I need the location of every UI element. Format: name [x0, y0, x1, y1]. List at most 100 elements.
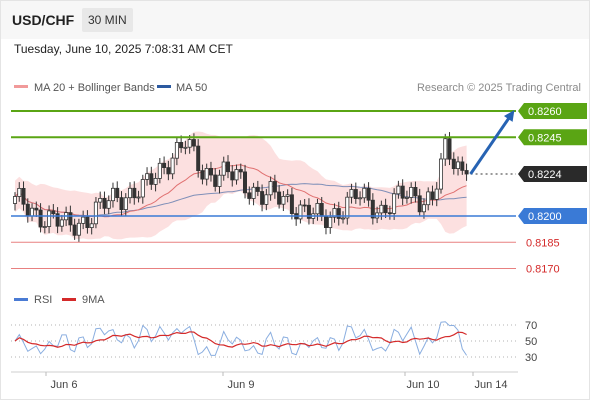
price-levels: 0.8260 0.8245 0.8224 0.8200 0.8185 0.8170 [11, 103, 587, 276]
candle-body [59, 219, 64, 227]
chart-header: USD/CHF 30 MIN [1, 1, 589, 39]
candle-body [12, 196, 17, 204]
candle-body [111, 187, 116, 202]
ma50-legend-swatch [157, 85, 171, 88]
level-label-0.8260: 0.8260 [528, 106, 562, 118]
candle-body [281, 195, 286, 205]
candle-body [421, 204, 426, 213]
candle-body [247, 192, 252, 199]
ma20-legend-swatch [14, 85, 28, 88]
candle-body [336, 208, 341, 219]
candle-body [128, 187, 133, 199]
candle-body [413, 186, 418, 197]
candle-body [115, 187, 120, 199]
candle-body [38, 209, 43, 228]
candle-body [204, 167, 209, 180]
rsi-legend-label: RSI [34, 294, 52, 306]
level-tag-0.8224 [518, 166, 587, 182]
rsi-plot-area: 70 50 30 [11, 320, 537, 364]
candle-body [55, 213, 60, 227]
ma50-legend-label: MA 50 [176, 82, 207, 94]
candle-body [272, 181, 277, 193]
candle-body [319, 202, 324, 217]
candle-body [251, 186, 256, 199]
level-label-0.8224: 0.8224 [528, 169, 562, 181]
level-tag-0.8245 [518, 129, 587, 146]
ma20-legend-label: MA 20 + Bollinger Bands [34, 82, 155, 94]
candle-body [464, 170, 469, 175]
candle-body [106, 200, 111, 209]
candle-body [123, 197, 128, 211]
candle-body [387, 212, 392, 215]
projection-arrow-head [503, 110, 515, 122]
candle-body [136, 196, 141, 199]
rsi-tick-30: 30 [525, 352, 537, 364]
candle-body [392, 193, 397, 214]
level-label-0.8185: 0.8185 [526, 237, 560, 249]
candle-body [102, 197, 107, 209]
candle-body [332, 208, 337, 218]
candle-body [264, 194, 269, 205]
candle-body [17, 187, 22, 197]
rsi-ma-legend-swatch [62, 298, 76, 301]
candle-body [119, 197, 124, 211]
candle-body [200, 170, 205, 180]
candle-body [451, 158, 456, 169]
rsi-legend-swatch [14, 298, 28, 301]
candle-body [302, 204, 307, 207]
candle-body [145, 173, 150, 180]
level-label-0.8170: 0.8170 [526, 264, 560, 276]
candle-body [21, 187, 26, 205]
candle-body [430, 191, 435, 200]
candle-body [417, 195, 422, 213]
candle-body [255, 186, 260, 192]
candle-body [345, 196, 350, 219]
copyright-label: Research © 2025 Trading Central [417, 82, 581, 94]
candle-body [234, 169, 239, 181]
candle-body [323, 215, 328, 229]
candle-body [230, 171, 235, 181]
candle-body [370, 199, 375, 219]
candle-body [72, 224, 77, 236]
candle-body [443, 138, 448, 160]
candle-body [383, 204, 388, 214]
candle-body [340, 217, 345, 220]
candle-body [166, 167, 171, 175]
timeframe-badge[interactable]: 30 MIN [82, 8, 133, 32]
candle-body [238, 169, 243, 173]
candle-body [455, 161, 460, 169]
candle-body [47, 210, 52, 227]
candle-body [217, 174, 222, 187]
candle-body [208, 167, 213, 176]
rsi-line [14, 321, 468, 356]
candle-body [51, 210, 56, 215]
x-axis: Jun 6 Jun 9 Jun 10 Jun 14 [45, 372, 508, 391]
candle-body [268, 181, 273, 196]
candle-body [68, 212, 73, 226]
candle-body [25, 203, 30, 217]
candle-body [153, 177, 158, 185]
candle-body [213, 174, 218, 187]
x-label-Jun 10: Jun 10 [406, 379, 439, 391]
rsi-tick-50: 50 [525, 336, 537, 348]
candle-body [42, 226, 47, 228]
level-label-0.8200: 0.8200 [528, 211, 562, 223]
x-label-Jun 6: Jun 6 [51, 379, 78, 391]
level-tag-0.8260 [518, 103, 587, 119]
candle-body [225, 161, 230, 173]
candle-body [157, 162, 162, 179]
candle-body [132, 187, 137, 199]
candle-body [196, 145, 201, 172]
candle-body [362, 187, 367, 199]
candle-body [328, 216, 333, 229]
candle-body [183, 146, 188, 149]
candle-body [400, 185, 405, 199]
rsi-tick-70: 70 [525, 320, 537, 332]
candle-body [149, 173, 154, 185]
candle-body [174, 141, 179, 159]
chart-datetime: Tuesday, June 10, 2025 7:08:31 AM CET [14, 42, 233, 56]
candle-body [447, 138, 452, 160]
candle-body [426, 191, 431, 206]
candle-body [170, 157, 175, 175]
